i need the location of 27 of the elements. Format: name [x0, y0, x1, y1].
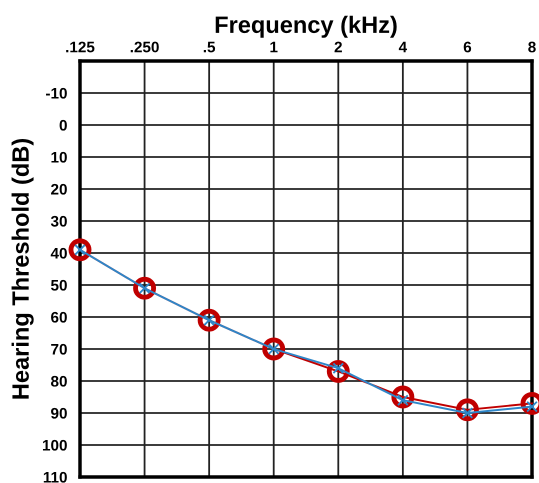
point [133, 276, 156, 300]
x-axis-title: Frequency (kHz) [216, 16, 397, 38]
y-tick-label: 110 [44, 472, 67, 483]
x-tick-label: 4 [398, 42, 408, 52]
x-tick-label: .125 [66, 42, 94, 52]
point [198, 308, 221, 332]
y-tick-label: 60 [51, 312, 67, 323]
x-tick-label: 1 [270, 42, 278, 52]
x-tick-label: 2 [334, 42, 342, 52]
y-tick-label: -10 [46, 88, 67, 99]
point [68, 238, 92, 262]
y-tick-label: 10 [51, 152, 67, 163]
x-tick-label: 8 [528, 42, 536, 52]
y-tick-label: 70 [51, 344, 67, 355]
y-tick-label: 90 [51, 408, 67, 419]
x-tick-label: 6 [464, 42, 472, 52]
y-tick-label: 50 [50, 280, 67, 291]
y-tick-label: 20 [51, 184, 67, 195]
x-tick-label: .250 [130, 42, 159, 52]
x-tick-label: .5 [204, 42, 216, 52]
y-tick-label: 30 [50, 216, 67, 227]
y-tick-label: 80 [50, 376, 67, 387]
point [262, 338, 286, 360]
y-axis-title: Hearing Threshold (dB) [12, 138, 34, 399]
y-tick-label: 0 [60, 120, 67, 131]
y-tick-label: 100 [42, 440, 67, 451]
y-tick-label: 40 [50, 248, 67, 259]
